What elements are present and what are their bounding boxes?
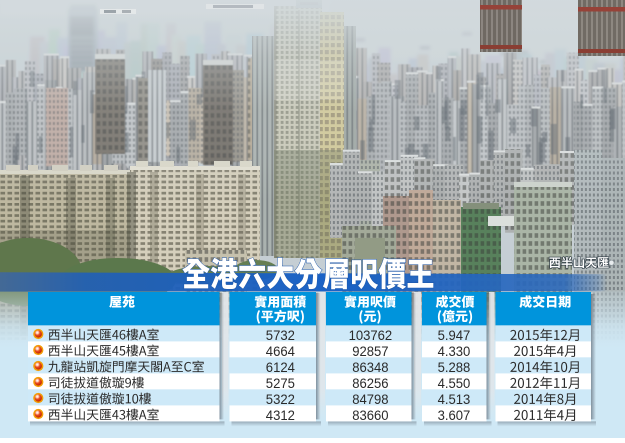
svg-text:5.288: 5.288 [438, 360, 471, 376]
svg-text:3.607: 3.607 [438, 408, 471, 424]
svg-text:86348: 86348 [352, 360, 388, 376]
svg-text:4664: 4664 [266, 344, 295, 360]
svg-text:103762: 103762 [349, 328, 393, 344]
svg-text:84798: 84798 [352, 392, 388, 408]
svg-text:5732: 5732 [266, 328, 295, 344]
svg-text:5322: 5322 [266, 392, 295, 408]
svg-text:83660: 83660 [352, 408, 388, 424]
svg-text:4312: 4312 [266, 408, 295, 424]
svg-text:6124: 6124 [266, 360, 295, 376]
svg-text:5.947: 5.947 [438, 328, 471, 344]
svg-text:4.513: 4.513 [438, 392, 471, 408]
svg-text:5275: 5275 [266, 376, 295, 392]
svg-text:92857: 92857 [352, 344, 388, 360]
svg-text:4.330: 4.330 [438, 344, 471, 360]
svg-text:86256: 86256 [352, 376, 388, 392]
svg-text:4.550: 4.550 [438, 376, 471, 392]
